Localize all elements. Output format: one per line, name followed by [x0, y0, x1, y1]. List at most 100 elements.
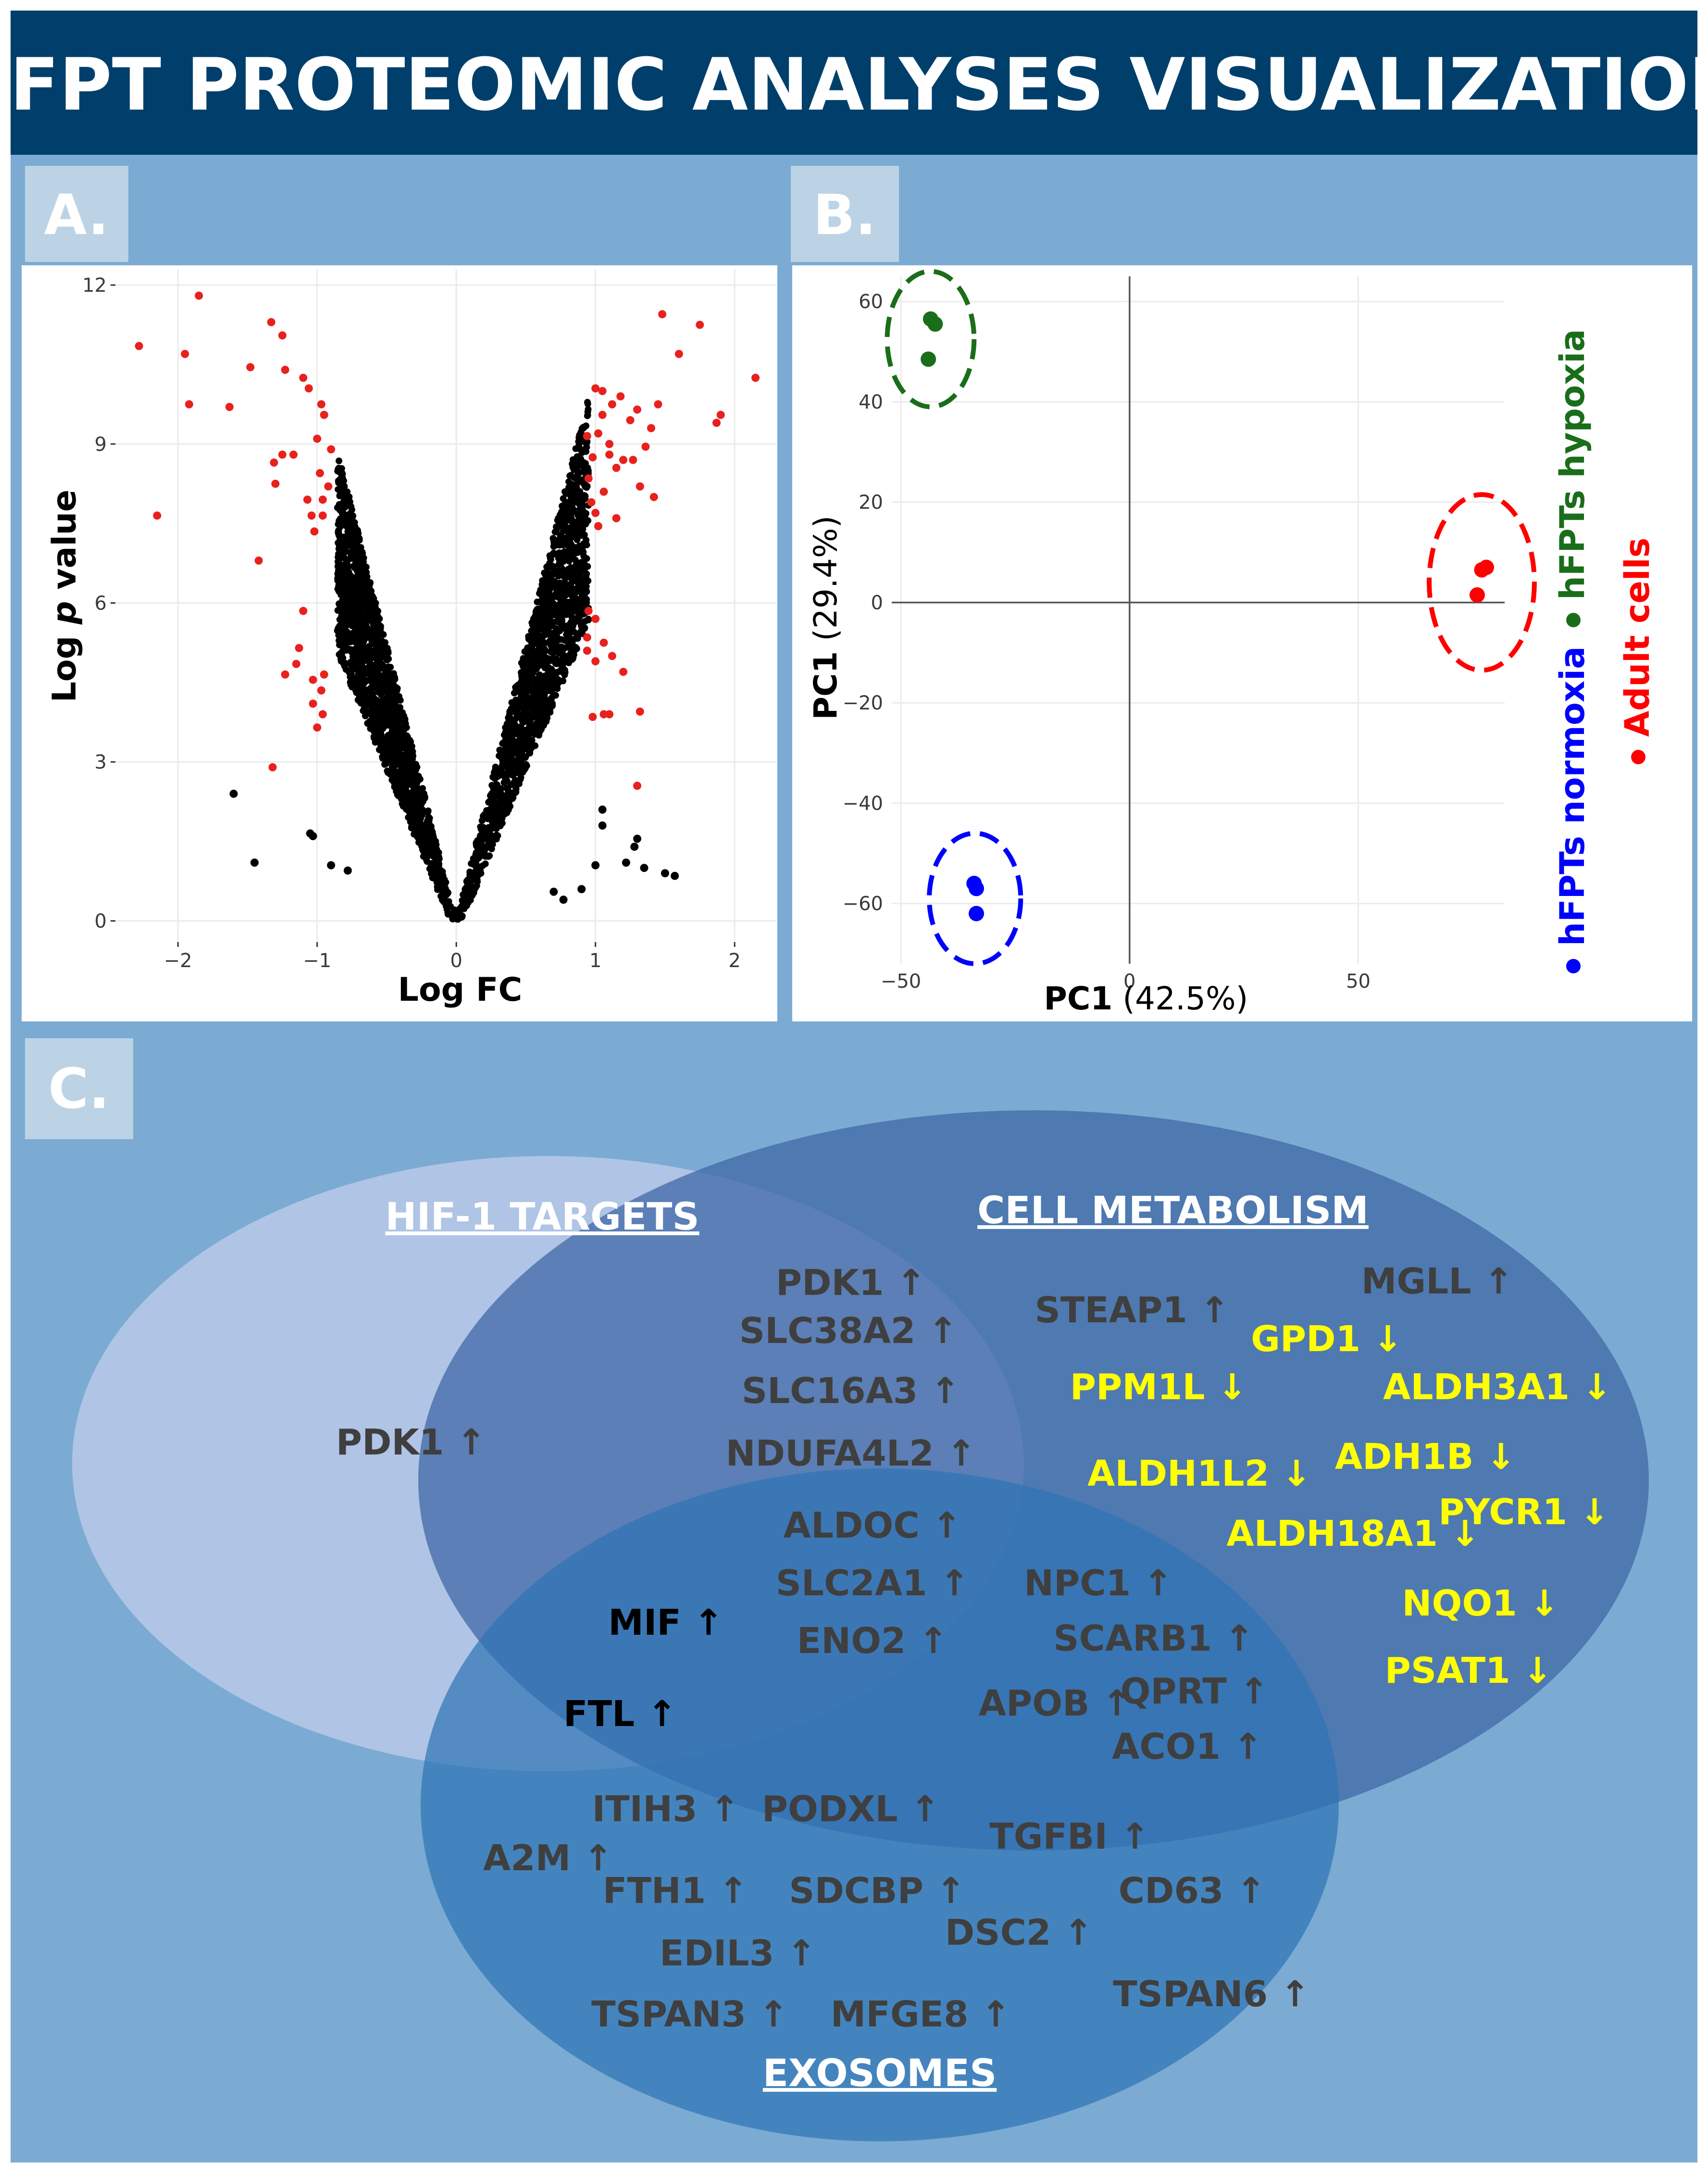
volcano-point-nonsig [499, 762, 506, 769]
volcano-point-outlier [591, 861, 600, 870]
volcano-point-nonsig [335, 478, 342, 485]
volcano-point-nonsig [518, 692, 525, 699]
gene-label-edil3: EDIL3 ↑ [660, 1933, 816, 1974]
gene-label-ftl: FTL ↑ [563, 1693, 677, 1735]
gene-label-psat1: PSAT1 ↓ [1385, 1650, 1553, 1691]
volcano-point-nonsig [382, 706, 389, 713]
volcano-point-nonsig [560, 657, 567, 664]
pca-y-tick-label: −40 [843, 793, 883, 815]
volcano-point-nonsig [415, 818, 422, 825]
volcano-point-outlier [250, 858, 259, 867]
volcano-point-significant [327, 445, 336, 454]
volcano-point-nonsig [580, 424, 587, 432]
volcano-point-significant [153, 511, 162, 520]
gene-label-tspan6: TSPAN6 ↑ [1113, 1974, 1310, 2015]
volcano-point-nonsig [361, 613, 368, 621]
volcano-point-significant [324, 482, 333, 491]
volcano-point-significant [591, 657, 600, 666]
venn-gene-labels: PDK1 ↑ PDK1 ↑ SLC38A2 ↑ SLC16A3 ↑ NDUFA4L2 ↑… [336, 1261, 1612, 2035]
gene-label-aldh3a1: ALDH3A1 ↓ [1383, 1367, 1612, 1408]
volcano-point-nonsig [528, 725, 536, 733]
gene-label-podxl: PODXL ↑ [762, 1789, 940, 1830]
volcano-point-nonsig [522, 739, 529, 746]
gene-label-aldh18a1: ALDH18A1 ↓ [1226, 1513, 1480, 1554]
volcano-point-significant [271, 479, 280, 488]
volcano-point-nonsig [567, 635, 574, 643]
volcano-point-nonsig [573, 497, 580, 504]
volcano-point-significant [289, 450, 298, 459]
volcano-point-nonsig [385, 649, 392, 657]
pca-legend-label: hFPTs normoxia [1553, 646, 1592, 946]
volcano-x-tick-label: −2 [164, 950, 192, 972]
pca-x-label-main: PC1 [1044, 980, 1113, 1017]
venn-label-exosomes: EXOSOMES [763, 2052, 997, 2095]
volcano-point-nonsig [575, 613, 582, 621]
volcano-point-nonsig [502, 741, 509, 748]
volcano-point-nonsig [428, 829, 436, 836]
volcano-point-nonsig [406, 808, 413, 815]
volcano-point-nonsig [362, 601, 369, 608]
volcano-point-nonsig [518, 674, 525, 682]
volcano-point-nonsig [347, 638, 354, 646]
volcano-point-outlier [343, 866, 352, 875]
volcano-point-significant [605, 450, 614, 459]
volcano-point-nonsig [391, 731, 399, 738]
volcano-point-nonsig [564, 548, 571, 555]
volcano-point-nonsig [513, 746, 521, 753]
pca-point-hfpts-normoxia [969, 881, 985, 896]
volcano-point-nonsig [487, 842, 494, 849]
volcano-point-significant [696, 321, 704, 329]
volcano-point-nonsig [377, 655, 384, 662]
volcano-point-nonsig [548, 574, 555, 582]
volcano-point-nonsig [367, 615, 374, 622]
volcano-point-significant [320, 410, 328, 419]
volcano-point-nonsig [348, 503, 355, 510]
volcano-point-nonsig [522, 726, 529, 733]
volcano-point-nonsig [336, 628, 343, 635]
volcano-point-nonsig [511, 689, 518, 696]
gene-label-pycr1: PYCR1 ↓ [1438, 1491, 1609, 1533]
volcano-point-nonsig [371, 649, 378, 656]
volcano-point-nonsig [556, 584, 563, 592]
volcano-point-nonsig [573, 508, 580, 515]
volcano-point-nonsig [436, 854, 443, 861]
volcano-x-axis-label: Log FC [398, 971, 523, 1009]
volcano-point-nonsig [380, 720, 387, 727]
volcano-point-outlier [598, 805, 607, 814]
volcano-point-nonsig [576, 460, 584, 467]
panel-c-letter: C. [48, 1057, 110, 1121]
volcano-point-significant [658, 310, 667, 319]
volcano-point-nonsig [505, 787, 512, 794]
volcano-point-nonsig [565, 534, 572, 541]
volcano-y-label-prefix: Log [46, 624, 84, 702]
pca-ticks: −50 0 50 −60 −40 −20 0 20 40 60 [843, 291, 1371, 993]
volcano-point-nonsig [424, 818, 431, 825]
volcano-point-nonsig [394, 791, 401, 798]
volcano-point-nonsig [359, 624, 366, 632]
volcano-point-nonsig [584, 412, 591, 420]
volcano-point-outlier [622, 858, 630, 867]
volcano-point-nonsig [414, 797, 422, 805]
volcano-point-nonsig [370, 595, 377, 602]
volcano-point-nonsig [368, 631, 375, 638]
pca-y-tick-label: 20 [859, 492, 883, 514]
volcano-point-nonsig [463, 878, 470, 885]
volcano-point-nonsig [345, 618, 352, 625]
volcano-point-nonsig [356, 575, 363, 582]
volcano-point-significant [318, 511, 327, 520]
pca-x-tick-label: 0 [1123, 970, 1135, 993]
volcano-point-nonsig [349, 549, 357, 557]
volcano-point-nonsig [338, 637, 346, 644]
volcano-point-nonsig [517, 774, 524, 781]
volcano-point-outlier [630, 843, 639, 851]
volcano-point-nonsig [469, 891, 476, 898]
volcano-point-nonsig [570, 628, 577, 635]
volcano-point-nonsig [482, 860, 489, 868]
volcano-point-nonsig [572, 445, 579, 452]
volcano-point-outlier [229, 789, 238, 798]
volcano-point-nonsig [513, 683, 521, 690]
volcano-point-significant [318, 496, 327, 504]
volcano-point-nonsig [391, 753, 398, 760]
gene-label-tspan3: TSPAN3 ↑ [591, 1994, 788, 2035]
pca-y-tick-label: 60 [859, 291, 883, 313]
